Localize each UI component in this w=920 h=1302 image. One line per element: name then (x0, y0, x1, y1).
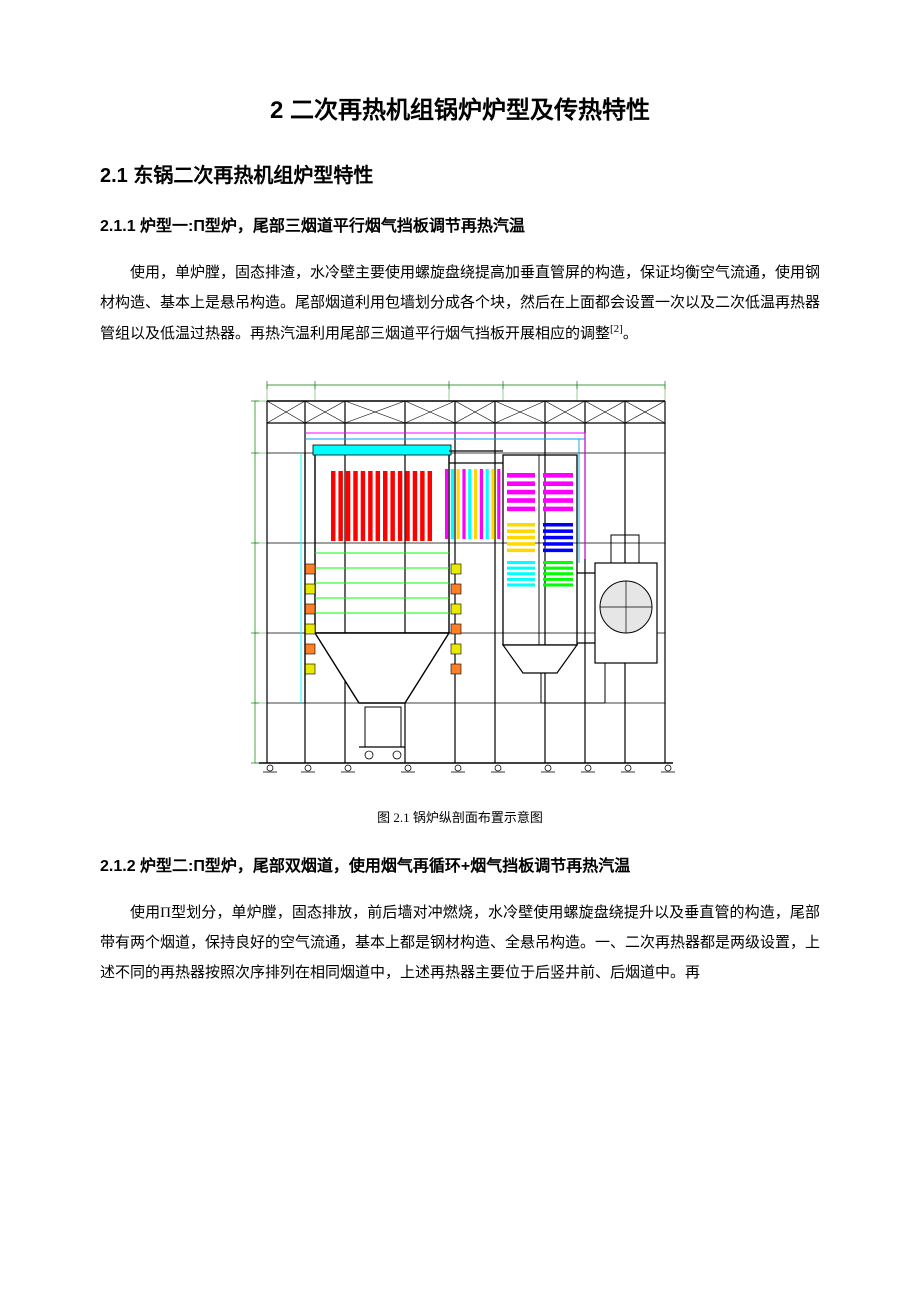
section-2-1-2-paragraph: 使用Π型划分，单炉膛，固态排放，前后墙对冲燃烧，水冷壁使用螺旋盘绕提升以及垂直管… (100, 898, 820, 988)
figure-2-1-caption: 图 2.1 锅炉纵剖面布置示意图 (377, 807, 543, 826)
section-2-1-heading: 2.1 东锅二次再热机组炉型特性 (100, 159, 820, 188)
section-2-1-1-paragraph: 使用，单炉膛，固态排渣，水冷壁主要使用螺旋盘绕提高加垂直管屏的构造，保证均衡空气… (100, 258, 820, 349)
section-2-1-1-heading: 2.1.1 炉型一:Π型炉，尾部三烟道平行烟气挡板调节再热汽温 (100, 212, 820, 236)
section-2-1-2-heading: 2.1.2 炉型二:Π型炉，尾部双烟道，使用烟气再循环+烟气挡板调节再热汽温 (100, 852, 820, 876)
figure-2-1: 图 2.1 锅炉纵剖面布置示意图 (100, 363, 820, 844)
boiler-svg (245, 363, 675, 793)
boiler-diagram (245, 363, 675, 793)
chapter-title: 2 二次再热机组锅炉炉型及传热特性 (100, 90, 820, 125)
